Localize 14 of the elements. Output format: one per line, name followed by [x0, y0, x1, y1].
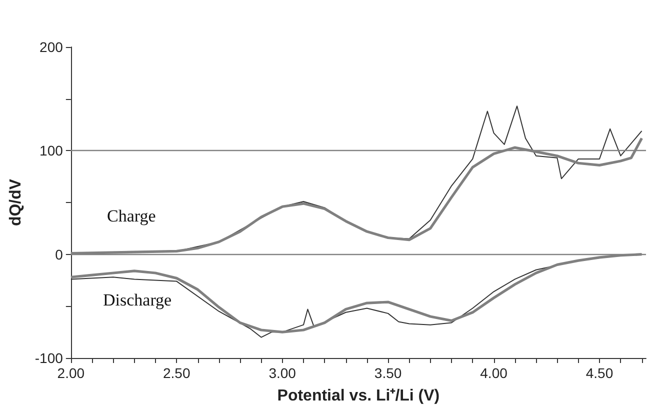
y-tick-label: 200 [40, 39, 64, 55]
x-tick-label: 2.00 [57, 365, 85, 381]
x-tick-label: 2.50 [163, 365, 190, 381]
y-tick-label: -100 [34, 350, 64, 366]
y-tick-label: 0 [55, 246, 64, 262]
y-axis-title: dQ/dV [8, 178, 24, 226]
x-tick-label: 4.50 [586, 365, 614, 381]
x-tick-label: 4.00 [480, 365, 508, 381]
y-tick-label: 100 [40, 142, 64, 159]
x-tick-label: 3.50 [374, 365, 402, 381]
annotation: Discharge [103, 290, 172, 310]
annotation: Charge [107, 206, 156, 226]
x-tick-label: 3.00 [268, 365, 296, 381]
x-axis-title: Potential vs. Li⁺/Li (V) [277, 388, 440, 404]
